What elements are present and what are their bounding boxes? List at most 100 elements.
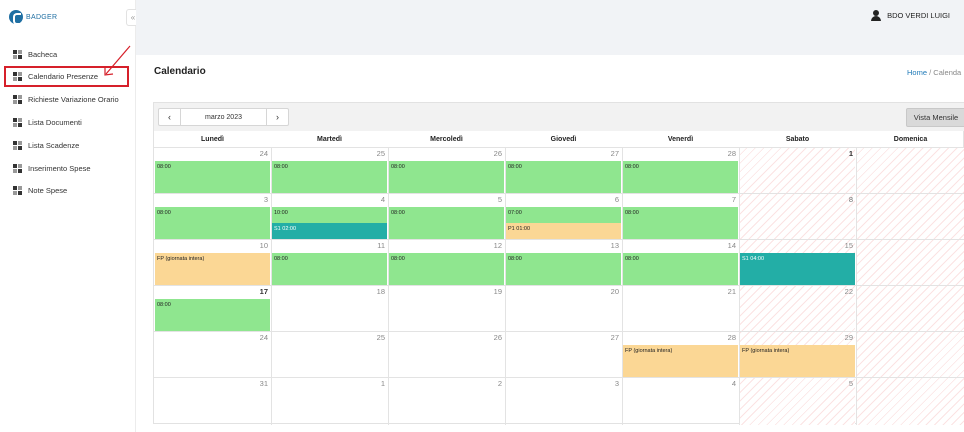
dow-header: Lunedì <box>201 136 224 143</box>
calendar-event[interactable]: 08:00 <box>155 299 270 331</box>
sidebar-item-bacheca[interactable]: Bacheca <box>13 47 57 61</box>
day-number-sunday[interactable]: 8 <box>848 195 853 204</box>
calendar-event[interactable]: 08:00 <box>272 161 387 193</box>
day-number[interactable]: 6 <box>614 195 619 204</box>
grid-icon <box>13 117 22 127</box>
day-number[interactable]: 5 <box>497 195 502 204</box>
grid-line <box>154 193 964 194</box>
sidebar-item-calendario-presenze[interactable]: Calendario Presenze <box>13 69 98 83</box>
grid-icon <box>13 163 22 173</box>
grid-line <box>154 377 964 378</box>
day-number[interactable]: 25 <box>376 333 385 342</box>
calendar-event[interactable]: 10:00 <box>272 207 387 223</box>
calendar-event[interactable]: 08:00 <box>389 161 504 193</box>
sidebar-item-label: Inserimento Spese <box>28 163 91 173</box>
breadcrumb-separator: / <box>927 68 934 77</box>
day-number[interactable]: 26 <box>493 149 502 158</box>
sidebar-item-label: Bacheca <box>28 49 58 59</box>
user-name: BDO VERDI LUIGI <box>887 11 950 20</box>
breadcrumb-current: Calenda <box>933 68 962 77</box>
sidebar-item-label: Richieste Variazione Orario <box>28 94 119 104</box>
month-label[interactable]: marzo 2023 <box>205 113 242 121</box>
calendar-event[interactable]: FP (giornata intera) <box>740 345 855 377</box>
day-number[interactable]: 8 <box>848 195 853 204</box>
day-number[interactable]: 31 <box>259 379 268 388</box>
calendar-event[interactable]: 08:00 <box>272 253 387 285</box>
grid-line <box>505 147 506 425</box>
day-number[interactable]: 10 <box>259 241 268 250</box>
dow-header: Martedì <box>317 136 342 143</box>
day-number[interactable]: 18 <box>376 287 385 296</box>
day-number[interactable]: 4 <box>380 195 385 204</box>
calendar-event[interactable]: FP (giornata intera) <box>623 345 738 377</box>
day-number[interactable]: 7 <box>731 195 736 204</box>
calendar-event[interactable]: S1 04:00 <box>740 253 855 285</box>
day-number[interactable]: 13 <box>610 241 619 250</box>
sidebar-item-note-spese[interactable]: Note Spese <box>13 183 67 197</box>
day-number[interactable]: 5 <box>848 379 853 388</box>
day-number[interactable]: 26 <box>493 333 502 342</box>
sidebar-item-inserimento-spese[interactable]: Inserimento Spese <box>13 161 91 175</box>
sidebar: BADGER Bacheca Calendario Presenze Richi… <box>0 0 136 432</box>
day-number[interactable]: 2 <box>497 379 502 388</box>
day-number[interactable]: 12 <box>493 241 502 250</box>
calendar-event[interactable]: 08:00 <box>623 253 738 285</box>
calendar-event[interactable]: 08:00 <box>155 161 270 193</box>
grid-line <box>739 147 740 425</box>
calendar-event[interactable]: 08:00 <box>623 161 738 193</box>
calendar-event[interactable]: 08:00 <box>389 207 504 239</box>
dow-header: Sabato <box>785 136 810 143</box>
user-menu[interactable]: BDO VERDI LUIGI <box>871 10 950 21</box>
day-number[interactable]: 1 <box>848 149 853 158</box>
grid-icon <box>13 140 22 150</box>
grid-icon <box>13 185 22 195</box>
sidebar-item-lista-documenti[interactable]: Lista Documenti <box>13 115 82 129</box>
day-number[interactable]: 28 <box>727 149 736 158</box>
day-number[interactable]: 27 <box>610 149 619 158</box>
weekend-column-saturday <box>739 148 855 425</box>
day-number[interactable]: 24 <box>259 149 268 158</box>
day-number[interactable]: 25 <box>376 149 385 158</box>
day-number[interactable]: 1 <box>380 379 385 388</box>
day-number[interactable]: 21 <box>727 287 736 296</box>
day-number[interactable]: 19 <box>493 287 502 296</box>
app-logo[interactable]: BADGER <box>9 10 57 25</box>
day-number[interactable]: 20 <box>610 287 619 296</box>
sidebar-item-richieste-variazione[interactable]: Richieste Variazione Orario <box>13 92 119 106</box>
calendar-event[interactable]: 08:00 <box>506 161 621 193</box>
dow-header: Venerdì <box>667 136 694 143</box>
sidebar-item-lista-scadenze[interactable]: Lista Scadenze <box>13 138 79 152</box>
day-number[interactable]: 29 <box>844 333 853 342</box>
grid-line <box>622 147 623 425</box>
day-number[interactable]: 3 <box>263 195 268 204</box>
sidebar-item-label: Lista Scadenze <box>28 140 80 150</box>
day-number[interactable]: 22 <box>844 287 853 296</box>
day-number[interactable]: 11 <box>377 241 385 250</box>
weekend-column-sunday <box>856 148 964 425</box>
calendar-event[interactable]: S1 02:00 <box>272 223 387 239</box>
calendar-event[interactable]: 08:00 <box>155 207 270 239</box>
day-number[interactable]: 14 <box>727 241 736 250</box>
day-number[interactable]: 24 <box>259 333 268 342</box>
calendar-event[interactable]: 08:00 <box>506 253 621 285</box>
grid-icon <box>13 94 22 104</box>
calendar-event[interactable]: 07:00 <box>506 207 621 223</box>
top-header: BDO VERDI LUIGI <box>136 0 964 55</box>
view-mode-button[interactable]: Vista Mensile <box>906 108 964 127</box>
day-number[interactable]: 17 <box>259 287 268 296</box>
day-number[interactable]: 27 <box>610 333 619 342</box>
breadcrumb-home-link[interactable]: Home <box>907 68 928 77</box>
calendar-event[interactable]: P1 01:00 <box>506 223 621 239</box>
calendar-event[interactable]: 08:00 <box>389 253 504 285</box>
prev-month-button[interactable]: ‹ <box>159 109 181 125</box>
next-month-button[interactable]: › <box>266 109 288 125</box>
day-number[interactable]: 4 <box>731 379 736 388</box>
day-number[interactable]: 3 <box>614 379 619 388</box>
calendar-event[interactable]: FP (giornata intera) <box>155 253 270 285</box>
grid-icon <box>13 49 22 59</box>
day-number[interactable]: 15 <box>844 241 853 250</box>
calendar-grid: Lunedì Martedì Mercoledì Giovedì Venerdì… <box>154 131 964 425</box>
page-title: Calendario <box>154 66 206 77</box>
day-number[interactable]: 28 <box>727 333 736 342</box>
calendar-event[interactable]: 08:00 <box>623 207 738 239</box>
